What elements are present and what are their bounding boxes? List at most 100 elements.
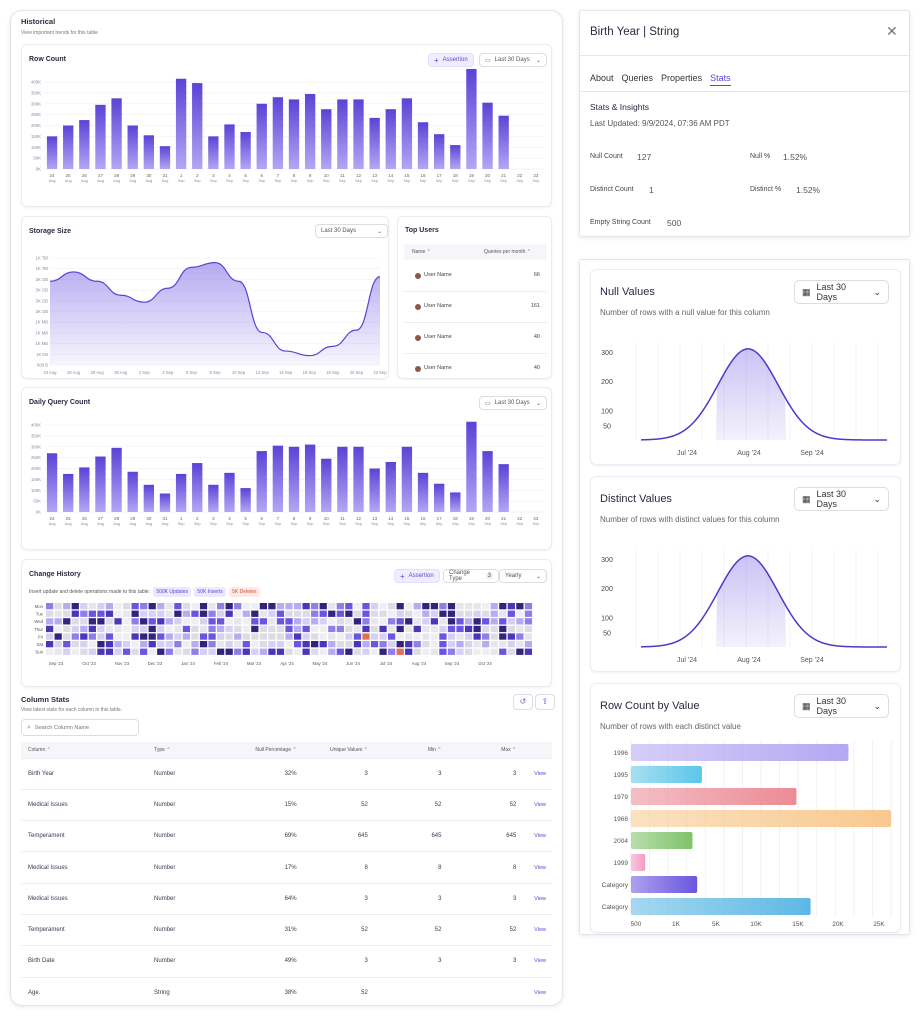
heatmap-cell[interactable] xyxy=(217,648,225,655)
heatmap-cell[interactable] xyxy=(105,603,114,610)
heatmap-cell[interactable] xyxy=(396,618,404,625)
heatmap-cell[interactable] xyxy=(105,648,114,655)
heatmap-cell[interactable] xyxy=(345,618,353,625)
heatmap-cell[interactable] xyxy=(499,625,507,633)
heatmap-cell[interactable] xyxy=(388,618,396,625)
distinct-range-select[interactable]: ▦ Last 30 Days ⌄ xyxy=(794,487,889,511)
heatmap-cell[interactable] xyxy=(122,641,131,648)
heatmap-cell[interactable] xyxy=(285,633,293,640)
heatmap-cell[interactable] xyxy=(413,610,421,617)
heatmap-cell[interactable] xyxy=(362,610,370,617)
heatmap-cell[interactable] xyxy=(140,633,148,640)
heatmap-cell[interactable] xyxy=(105,625,114,633)
heatmap-cell[interactable] xyxy=(63,648,71,655)
heatmap-cell[interactable] xyxy=(259,603,267,610)
bar[interactable] xyxy=(385,461,396,512)
heatmap-cell[interactable] xyxy=(148,610,156,617)
bar[interactable] xyxy=(272,97,284,169)
heatmap-cell[interactable] xyxy=(507,610,515,617)
bar[interactable] xyxy=(143,484,154,512)
heatmap-cell[interactable] xyxy=(131,641,139,648)
heatmap-cell[interactable] xyxy=(328,603,336,610)
bar[interactable] xyxy=(159,146,171,169)
heatmap-cell[interactable] xyxy=(362,625,370,633)
heatmap-cell[interactable] xyxy=(405,633,413,640)
heatmap-cell[interactable] xyxy=(199,603,208,610)
heatmap-cell[interactable] xyxy=(285,648,293,655)
col-header-type[interactable]: Type ⌃ xyxy=(154,742,214,758)
heatmap-cell[interactable] xyxy=(464,610,473,617)
heatmap-cell[interactable] xyxy=(140,648,148,655)
heatmap-cell[interactable] xyxy=(217,625,225,633)
heatmap-cell[interactable] xyxy=(208,625,216,633)
heatmap-cell[interactable] xyxy=(259,633,267,640)
heatmap-cell[interactable] xyxy=(225,648,233,655)
top-user-row[interactable]: User Name 40 xyxy=(404,354,547,378)
bar[interactable] xyxy=(321,109,332,169)
heatmap-cell[interactable] xyxy=(148,648,156,655)
heatmap-cell[interactable] xyxy=(370,603,379,610)
bar[interactable] xyxy=(337,446,348,512)
heatmap-cell[interactable] xyxy=(251,648,259,655)
heatmap-cell[interactable] xyxy=(131,610,139,617)
heatmap-cell[interactable] xyxy=(413,648,421,655)
heatmap-cell[interactable] xyxy=(430,625,438,633)
bar[interactable] xyxy=(353,99,364,169)
heatmap-cell[interactable] xyxy=(388,633,396,640)
col-header-null[interactable]: Null Percentage ⌃ xyxy=(213,742,297,758)
heatmap-cell[interactable] xyxy=(199,641,208,648)
heatmap-cell[interactable] xyxy=(473,633,481,640)
heatmap-cell[interactable] xyxy=(242,610,250,617)
bar[interactable] xyxy=(304,93,316,169)
heatmap-cell[interactable] xyxy=(336,603,344,610)
heatmap-cell[interactable] xyxy=(447,648,456,655)
heatmap-cell[interactable] xyxy=(165,610,173,617)
heatmap-cell[interactable] xyxy=(114,625,122,633)
heatmap-cell[interactable] xyxy=(105,633,114,640)
heatmap-cell[interactable] xyxy=(63,610,71,617)
heatmap-cell[interactable] xyxy=(507,633,515,640)
bar[interactable] xyxy=(63,125,74,170)
heatmap-cell[interactable] xyxy=(388,603,396,610)
heatmap-cell[interactable] xyxy=(405,625,413,633)
bar[interactable] xyxy=(143,135,154,169)
heatmap-cell[interactable] xyxy=(251,641,259,648)
heatmap-cell[interactable] xyxy=(293,625,302,633)
heatmap-cell[interactable] xyxy=(439,648,447,655)
heatmap-cell[interactable] xyxy=(114,633,122,640)
heatmap-cell[interactable] xyxy=(225,625,233,633)
heatmap-cell[interactable] xyxy=(122,625,131,633)
heatmap-cell[interactable] xyxy=(507,618,515,625)
heatmap-cell[interactable] xyxy=(46,648,54,655)
bar[interactable] xyxy=(175,78,187,169)
heatmap-cell[interactable] xyxy=(63,618,71,625)
heatmap-cell[interactable] xyxy=(345,633,353,640)
heatmap-cell[interactable] xyxy=(353,648,362,655)
heatmap-cell[interactable] xyxy=(225,641,233,648)
heatmap-cell[interactable] xyxy=(499,618,507,625)
curve-line[interactable] xyxy=(640,555,888,648)
heatmap-cell[interactable] xyxy=(54,610,62,617)
heatmap-cell[interactable] xyxy=(208,610,216,617)
heatmap-cell[interactable] xyxy=(242,618,250,625)
heatmap-cell[interactable] xyxy=(80,610,88,617)
heatmap-cell[interactable] xyxy=(439,625,447,633)
heatmap-cell[interactable] xyxy=(328,648,336,655)
top-user-row[interactable]: User Name 40 xyxy=(404,323,547,354)
heatmap-cell[interactable] xyxy=(516,641,524,648)
heatmap-cell[interactable] xyxy=(293,618,302,625)
heatmap-cell[interactable] xyxy=(182,610,191,617)
heatmap-cell[interactable] xyxy=(199,618,208,625)
heatmap-cell[interactable] xyxy=(388,641,396,648)
heatmap-cell[interactable] xyxy=(396,625,404,633)
heatmap-cell[interactable] xyxy=(353,633,362,640)
heatmap-cell[interactable] xyxy=(191,633,199,640)
heatmap-cell[interactable] xyxy=(362,641,370,648)
heatmap-cell[interactable] xyxy=(268,625,276,633)
heatmap-cell[interactable] xyxy=(524,648,533,655)
heatmap-cell[interactable] xyxy=(140,610,148,617)
heatmap-cell[interactable] xyxy=(217,618,225,625)
heatmap-cell[interactable] xyxy=(507,648,515,655)
tab-stats[interactable]: Stats xyxy=(710,73,731,86)
heatmap-cell[interactable] xyxy=(80,625,88,633)
